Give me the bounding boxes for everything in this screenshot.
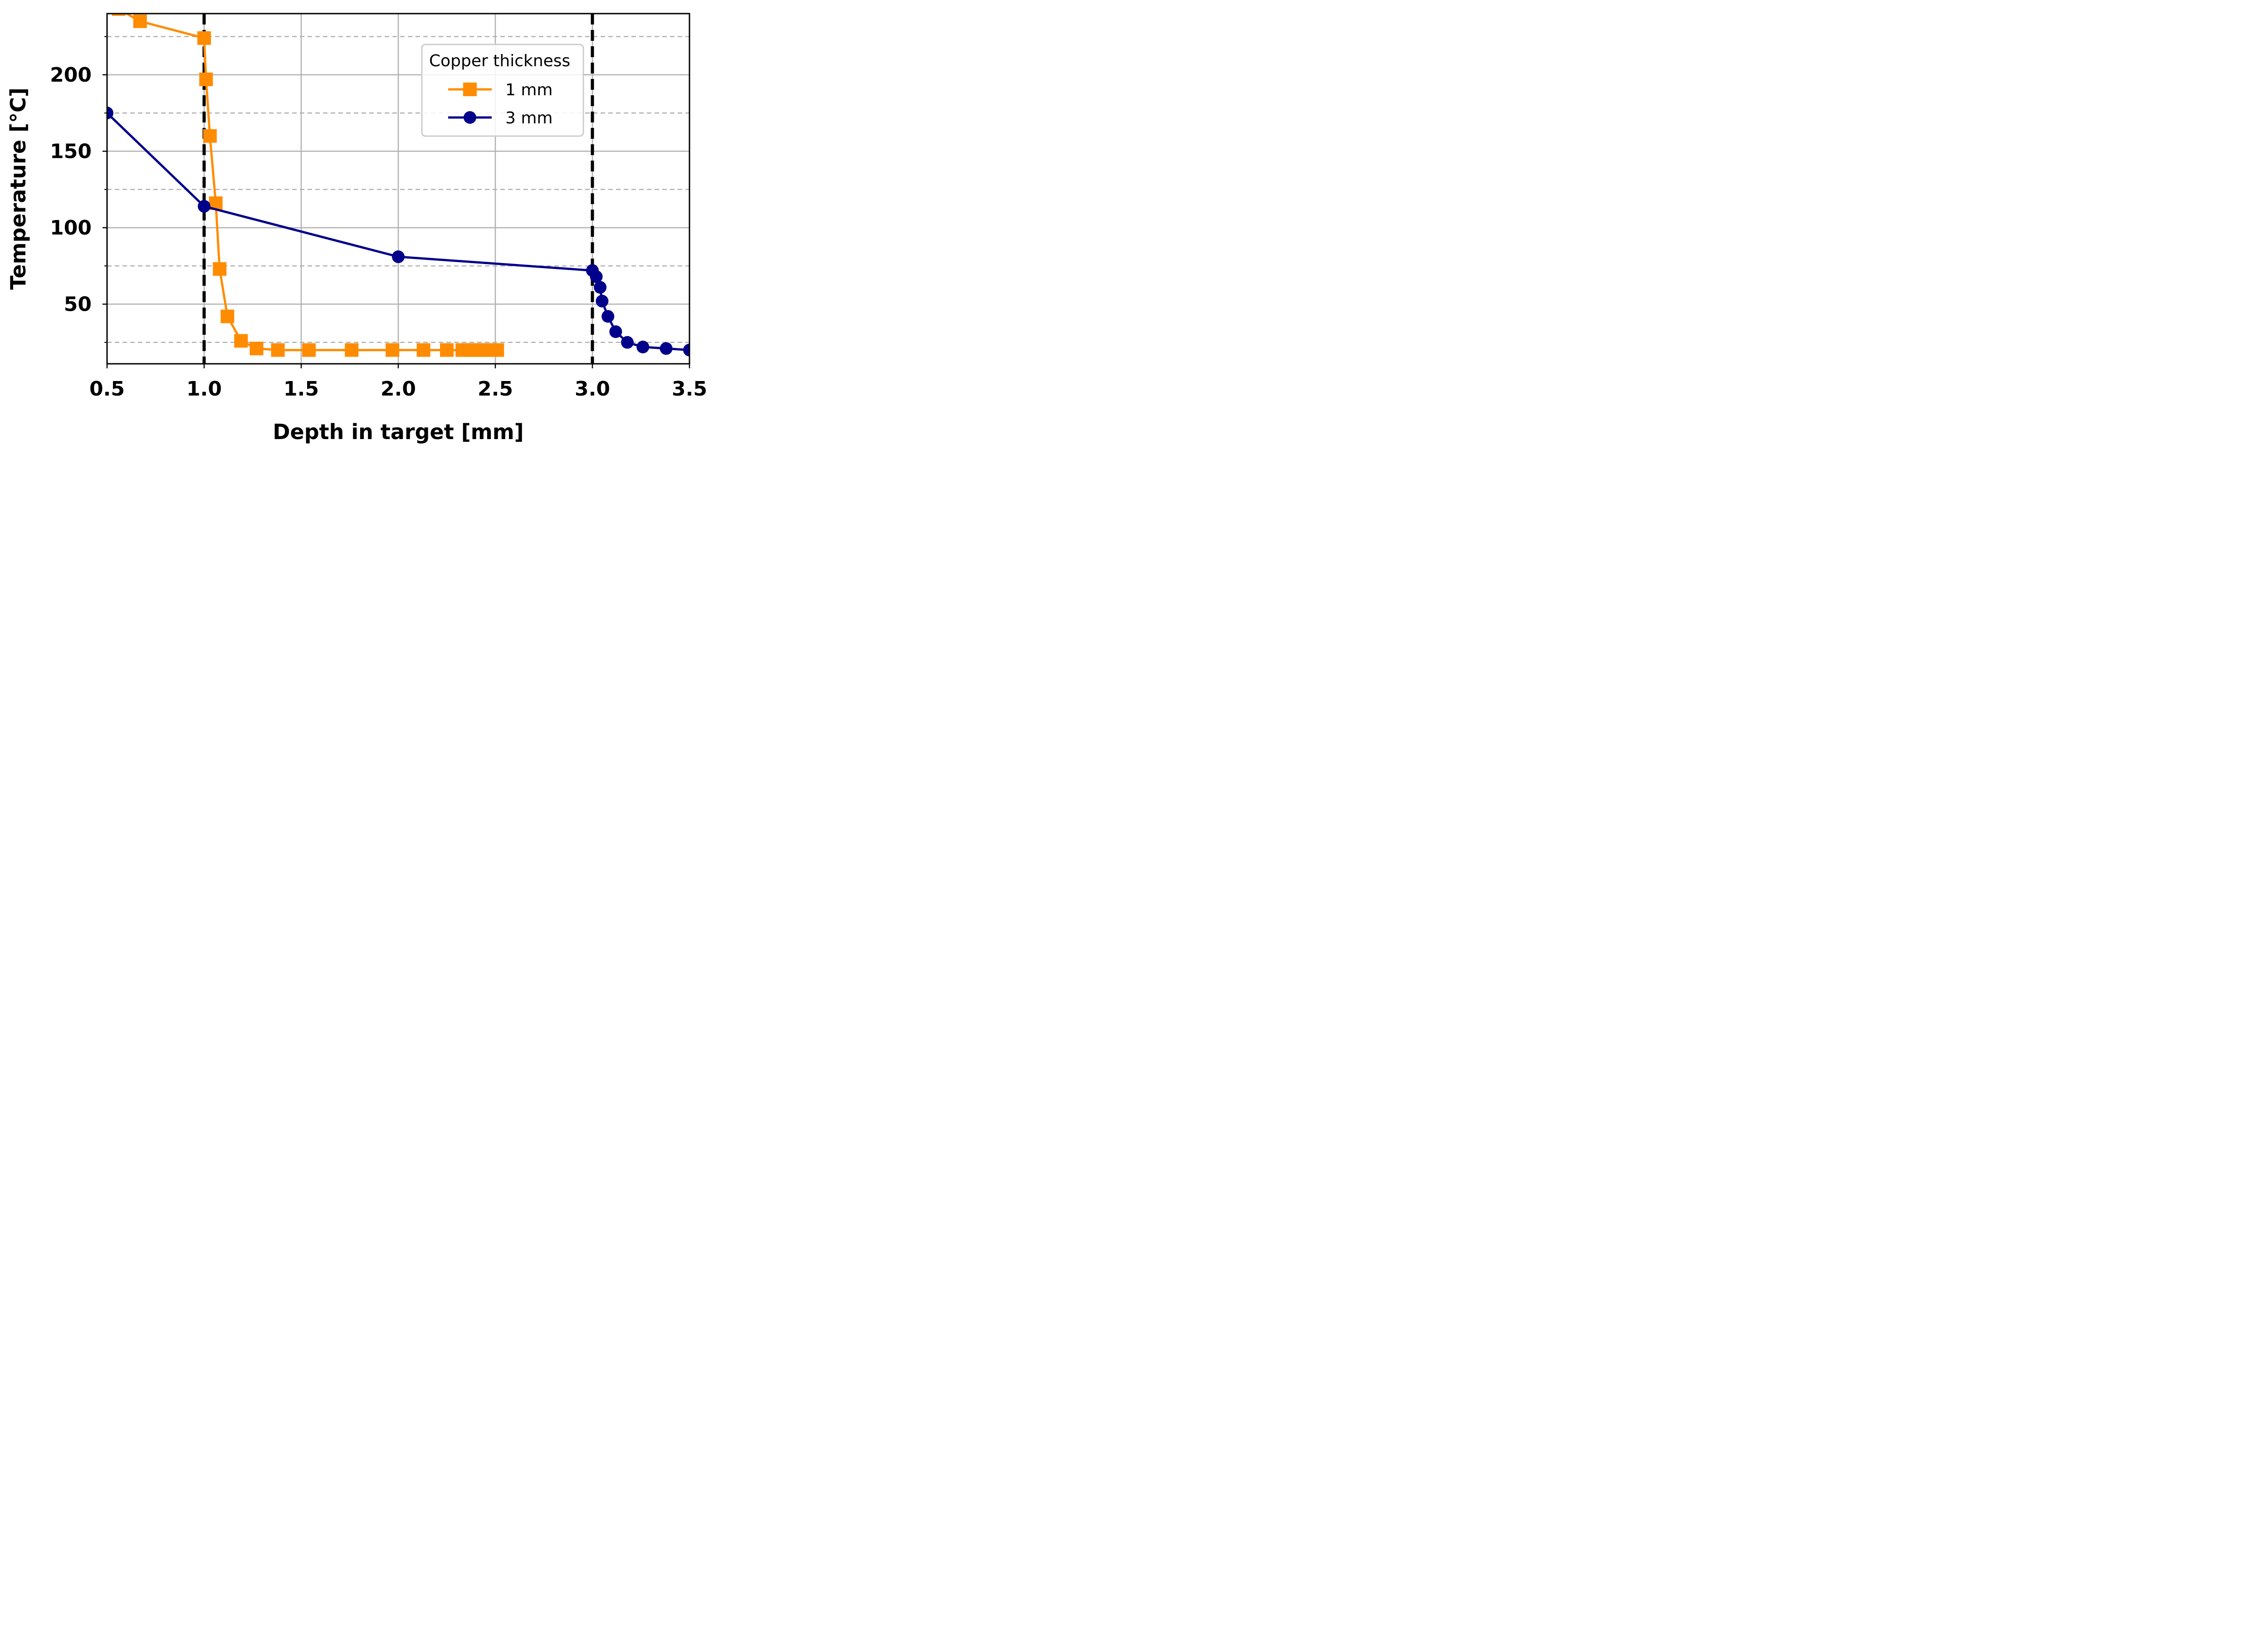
legend-entry-label: 1 mm (505, 81, 552, 99)
x-tick-label: 1.0 (186, 377, 222, 401)
reference-lines (202, 14, 594, 364)
y-tick-label: 50 (64, 293, 92, 316)
data-point (636, 340, 650, 353)
data-point (213, 262, 227, 276)
legend-title: Copper thickness (429, 52, 570, 70)
data-point (490, 343, 504, 357)
x-tick-label: 0.5 (89, 377, 125, 401)
y-axis-label: Temperature [°C] (6, 88, 30, 290)
legend-marker (463, 83, 477, 96)
data-point (621, 336, 634, 349)
data-point (249, 342, 264, 356)
data-point (609, 325, 622, 338)
data-point (197, 31, 211, 45)
x-tick-label: 2.5 (478, 377, 513, 401)
legend-entries: 1 mm 3 mm (448, 81, 552, 127)
legend-marker (464, 111, 476, 124)
data-point (416, 343, 430, 357)
x-tick-label: 3.0 (575, 377, 610, 401)
legend: Copper thickness 1 mm 3 mm (421, 44, 584, 137)
x-tick-label: 1.5 (284, 377, 319, 401)
data-point (203, 129, 217, 143)
data-point (112, 14, 126, 16)
data-point (594, 281, 607, 294)
legend-entry-label: 3 mm (505, 109, 552, 127)
data-point (220, 309, 235, 323)
x-tick-label: 2.0 (381, 377, 416, 401)
data-point (302, 343, 316, 357)
data-point (683, 343, 689, 357)
data-point (392, 250, 405, 264)
data-point (107, 107, 113, 120)
ticks: 0.5 1.0 1.5 2.0 2.5 3.0 3.5 50 100 150 200 (50, 36, 707, 401)
grid (106, 14, 690, 364)
data-point (234, 334, 248, 348)
series (107, 14, 689, 357)
y-tick-label: 200 (50, 64, 92, 87)
data-point (660, 342, 673, 355)
data-point (601, 310, 615, 323)
data-point (199, 72, 213, 86)
legend-box (421, 44, 584, 137)
data-point (345, 343, 359, 357)
data-point (271, 343, 285, 357)
temperature-depth-chart: 0.5 1.0 1.5 2.0 2.5 3.0 3.5 50 100 150 200 Depth i… (6, 13, 707, 444)
y-tick-label: 150 (50, 140, 92, 163)
chart: 0.5 1.0 1.5 2.0 2.5 3.0 3.5 50 100 150 200 Depth i… (0, 0, 708, 445)
data-point (440, 343, 454, 357)
data-point (590, 270, 603, 283)
y-tick-label: 100 (50, 216, 92, 240)
data-point (386, 343, 400, 357)
data-point (596, 294, 609, 308)
data-point (198, 200, 210, 213)
data-point (133, 14, 147, 28)
x-tick-label: 3.5 (672, 377, 707, 401)
x-axis-label: Depth in target [mm] (273, 420, 523, 444)
